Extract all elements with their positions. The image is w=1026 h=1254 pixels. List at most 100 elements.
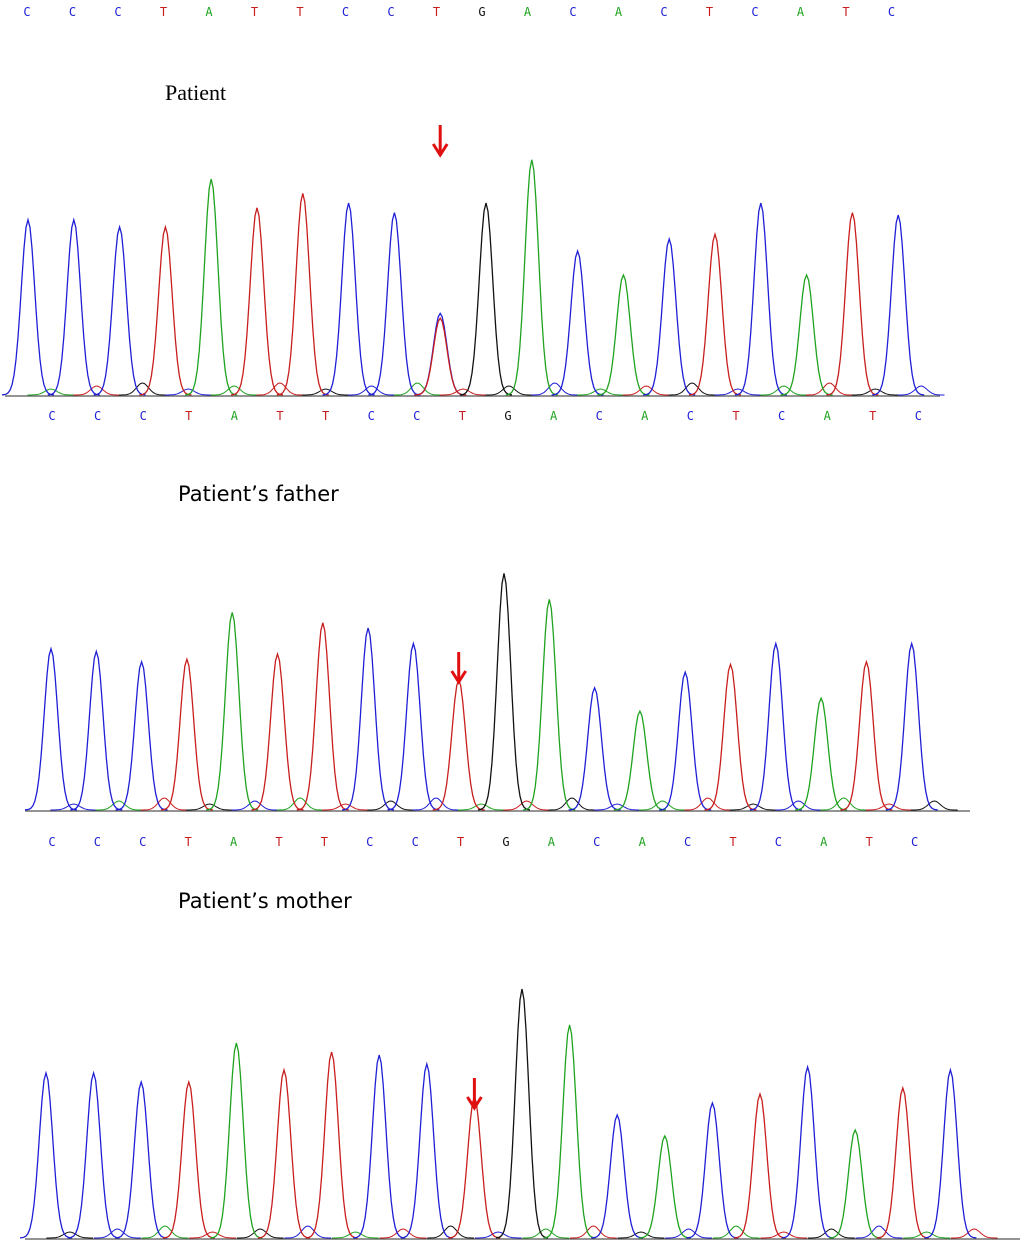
noise-trace xyxy=(140,797,188,811)
top-base-call-18: A xyxy=(797,5,805,19)
base-call-12: A xyxy=(550,409,558,423)
noise-trace xyxy=(806,382,853,396)
top-base-call-14: A xyxy=(615,5,623,19)
peak-T-19 xyxy=(876,1085,929,1239)
peak-T-6 xyxy=(230,207,284,396)
peak-A-5 xyxy=(185,178,238,396)
peak-T-7 xyxy=(276,193,329,396)
noise-trace xyxy=(577,388,624,396)
peak-G-11 xyxy=(459,202,513,396)
noise-trace xyxy=(760,1231,808,1239)
peak-T-16 xyxy=(688,231,742,396)
top-base-call-6: T xyxy=(251,5,258,19)
noise-trace xyxy=(73,385,121,396)
peak-C-20 xyxy=(924,1067,977,1239)
base-call-16: T xyxy=(729,835,736,849)
peak-C-1 xyxy=(1,217,55,396)
noise-trace xyxy=(302,388,350,396)
peak-C-3 xyxy=(93,224,146,396)
noise-trace xyxy=(950,1228,998,1239)
base-call-10: T xyxy=(457,835,464,849)
base-call-10: T xyxy=(459,409,466,423)
noise-trace xyxy=(27,388,75,396)
peak-T-6 xyxy=(257,1067,311,1239)
top-base-call-17: C xyxy=(751,5,758,19)
base-call-6: T xyxy=(275,835,282,849)
base-call-5: A xyxy=(230,835,238,849)
base-call-15: C xyxy=(684,835,691,849)
peak-C-9 xyxy=(368,212,421,396)
peak-C-8 xyxy=(322,202,375,396)
chromatogram-mother xyxy=(19,988,1020,1240)
base-call-18: A xyxy=(820,835,828,849)
noise-trace xyxy=(593,803,641,811)
base-call-8: C xyxy=(368,409,375,423)
noise-trace xyxy=(684,797,732,811)
base-call-9: C xyxy=(412,835,419,849)
panel-label-mother: Patient’s mother xyxy=(178,889,352,913)
peak-C-1 xyxy=(19,1070,73,1239)
base-call-9: C xyxy=(413,409,420,423)
peak-C-13 xyxy=(591,1113,644,1239)
peak-C-15 xyxy=(659,670,712,811)
base-call-11: G xyxy=(502,835,509,849)
peak-T-7 xyxy=(296,622,349,811)
top-base-call-16: T xyxy=(706,5,713,19)
top-base-call-10: T xyxy=(433,5,440,19)
noise-trace xyxy=(186,803,233,811)
peak-T-10 xyxy=(448,1094,501,1239)
peak-C-8 xyxy=(342,627,395,811)
base-call-7: T xyxy=(322,409,329,423)
base-call-7: T xyxy=(321,835,328,849)
noise-trace xyxy=(522,1228,570,1239)
panel-label-patient: Patient xyxy=(165,80,227,105)
peak-A-5 xyxy=(210,1042,263,1239)
noise-trace xyxy=(775,800,822,811)
peak-T-7 xyxy=(305,1051,358,1239)
peak-C-9 xyxy=(400,1061,453,1239)
base-call-8: C xyxy=(366,835,373,849)
top-base-call-19: T xyxy=(842,5,849,19)
peak-C-8 xyxy=(353,1054,406,1239)
variant-arrow-icon xyxy=(466,1078,483,1111)
noise-trace xyxy=(570,1225,617,1239)
peak-T-10 xyxy=(414,316,467,396)
noise-trace xyxy=(903,1231,950,1239)
noise-trace xyxy=(897,385,945,396)
top-base-call-7: T xyxy=(296,5,303,19)
top-base-call-13: C xyxy=(569,5,576,19)
noise-trace xyxy=(910,800,958,811)
noise-trace xyxy=(503,800,550,811)
noise-trace xyxy=(855,1225,903,1239)
base-call-18: A xyxy=(824,409,832,423)
top-base-call-9: C xyxy=(387,5,394,19)
top-base-call-20: C xyxy=(888,5,895,19)
base-call-3: C xyxy=(140,409,147,423)
noise-trace xyxy=(427,1225,474,1239)
peak-C-17 xyxy=(749,641,802,811)
peak-C-20 xyxy=(885,641,938,811)
peak-C-17 xyxy=(781,1064,834,1239)
noise-trace xyxy=(393,382,441,396)
peak-C-1 xyxy=(24,646,78,811)
top-base-call-5: A xyxy=(205,5,213,19)
noise-trace xyxy=(189,1231,236,1239)
base-call-1: C xyxy=(48,409,55,423)
top-base-call-3: C xyxy=(114,5,121,19)
base-call-12: A xyxy=(548,835,556,849)
base-call-4: T xyxy=(185,835,192,849)
noise-trace xyxy=(210,385,258,396)
peak-A-18 xyxy=(795,696,848,811)
base-call-17: C xyxy=(778,409,785,423)
peak-T-4 xyxy=(160,656,213,811)
peak-C-13 xyxy=(568,685,621,811)
top-base-call-15: C xyxy=(660,5,667,19)
base-call-17: C xyxy=(775,835,782,849)
base-call-20: C xyxy=(915,409,922,423)
peak-A-12 xyxy=(523,599,576,811)
base-call-16: T xyxy=(732,409,739,423)
peak-C-3 xyxy=(115,1079,168,1239)
peak-A-14 xyxy=(613,709,666,811)
